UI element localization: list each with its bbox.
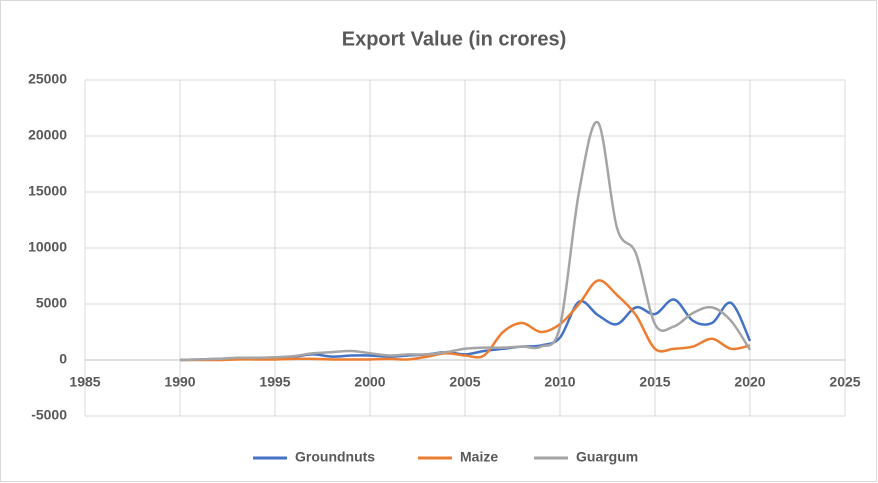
legend-label: Groundnuts xyxy=(295,449,375,465)
series-line xyxy=(180,279,751,362)
y-tick-label: -5000 xyxy=(31,407,67,423)
y-tick-label: 25000 xyxy=(28,71,67,87)
legend-label: Guargum xyxy=(576,449,638,465)
y-tick-label: 5000 xyxy=(36,295,67,311)
chart-title: Export Value (in crores) xyxy=(342,28,567,50)
series-line xyxy=(179,120,752,362)
y-tick-label: 15000 xyxy=(28,183,67,199)
y-tick-label: 20000 xyxy=(28,127,67,143)
y-tick-label: 0 xyxy=(59,351,67,367)
y-tick-label: 10000 xyxy=(28,239,67,255)
legend-label: Maize xyxy=(460,449,498,465)
